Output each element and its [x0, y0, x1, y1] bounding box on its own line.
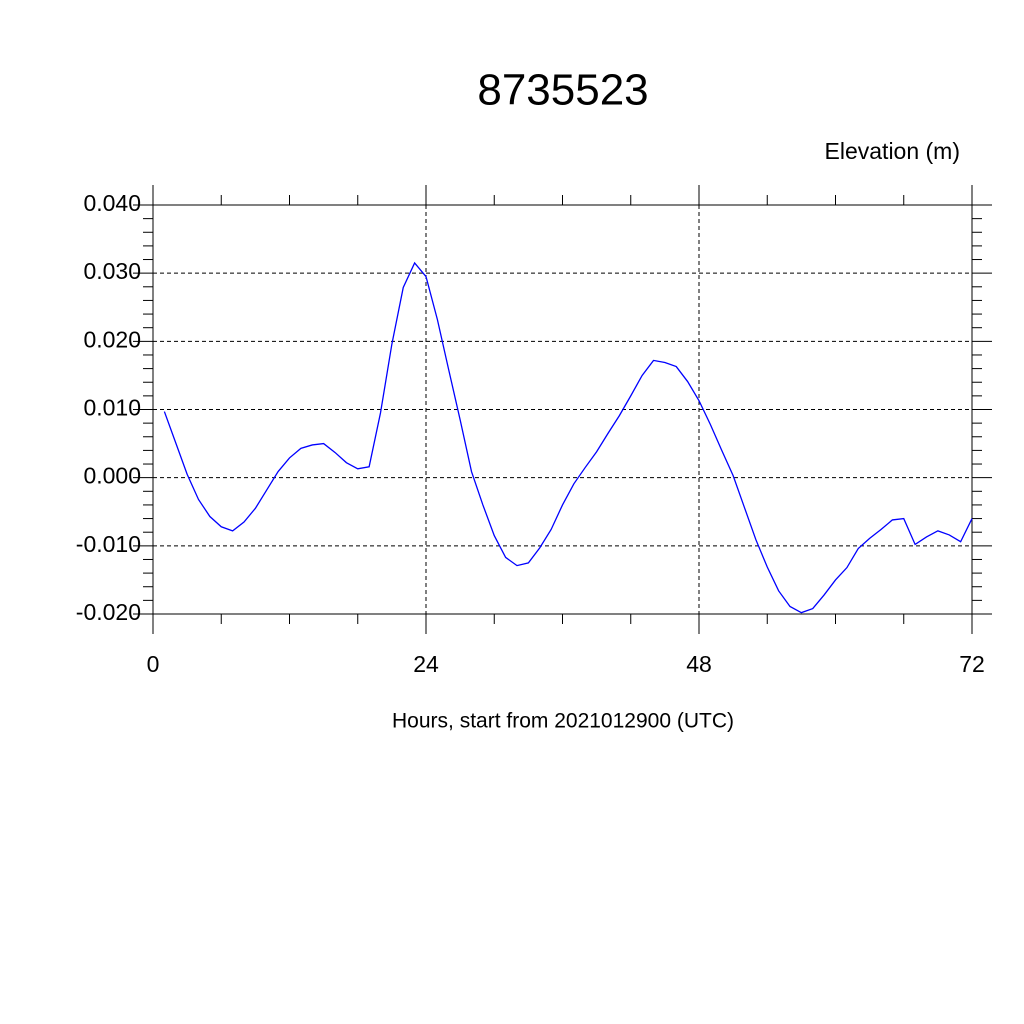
x-axis-label: Hours, start from 2021012900 (UTC): [392, 710, 734, 733]
x-tick-label: 72: [959, 651, 985, 677]
y-tick-label: -0.020: [76, 599, 141, 625]
chart-title: 8735523: [477, 66, 648, 115]
x-tick-label: 24: [413, 651, 439, 677]
y-tick-label: 0.030: [83, 258, 141, 284]
y-tick-label: 0.010: [83, 395, 141, 421]
y-axis-label: Elevation (m): [825, 138, 960, 164]
data-line: [163, 261, 973, 614]
y-tick-label: 0.020: [83, 326, 141, 352]
y-tick-label: 0.040: [83, 190, 141, 216]
y-tick-label: 0.000: [83, 463, 141, 489]
x-tick-label: 48: [686, 651, 712, 677]
y-tick-label: -0.010: [76, 531, 141, 557]
plot-frame: [152, 204, 973, 615]
x-tick-label: 0: [147, 651, 160, 677]
